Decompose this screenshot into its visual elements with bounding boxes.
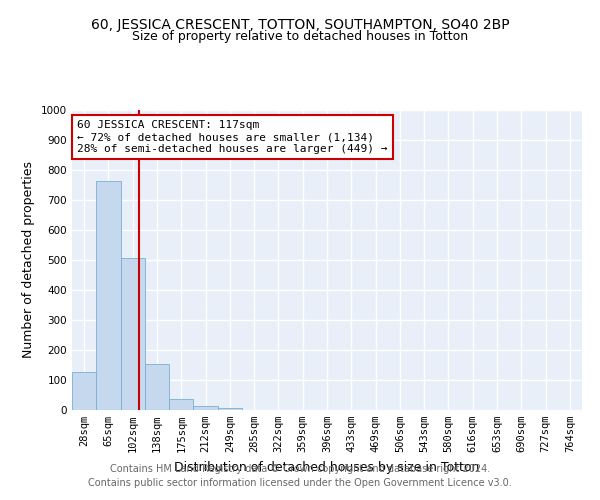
Text: Contains HM Land Registry data © Crown copyright and database right 2024.
Contai: Contains HM Land Registry data © Crown c… (88, 464, 512, 487)
Bar (145, 364, 169, 410)
Text: Size of property relative to detached houses in Totton: Size of property relative to detached ho… (132, 30, 468, 43)
Bar (193, 406, 218, 410)
Text: 60 JESSICA CRESCENT: 117sqm
← 72% of detached houses are smaller (1,134)
28% of : 60 JESSICA CRESCENT: 117sqm ← 72% of det… (77, 120, 388, 154)
Bar (121, 258, 145, 410)
Y-axis label: Number of detached properties: Number of detached properties (22, 162, 35, 358)
Bar (72, 372, 96, 410)
Bar (169, 399, 193, 410)
Bar (218, 408, 242, 410)
Text: 60, JESSICA CRESCENT, TOTTON, SOUTHAMPTON, SO40 2BP: 60, JESSICA CRESCENT, TOTTON, SOUTHAMPTO… (91, 18, 509, 32)
Bar (96, 182, 121, 410)
X-axis label: Distribution of detached houses by size in Totton: Distribution of detached houses by size … (175, 460, 479, 473)
